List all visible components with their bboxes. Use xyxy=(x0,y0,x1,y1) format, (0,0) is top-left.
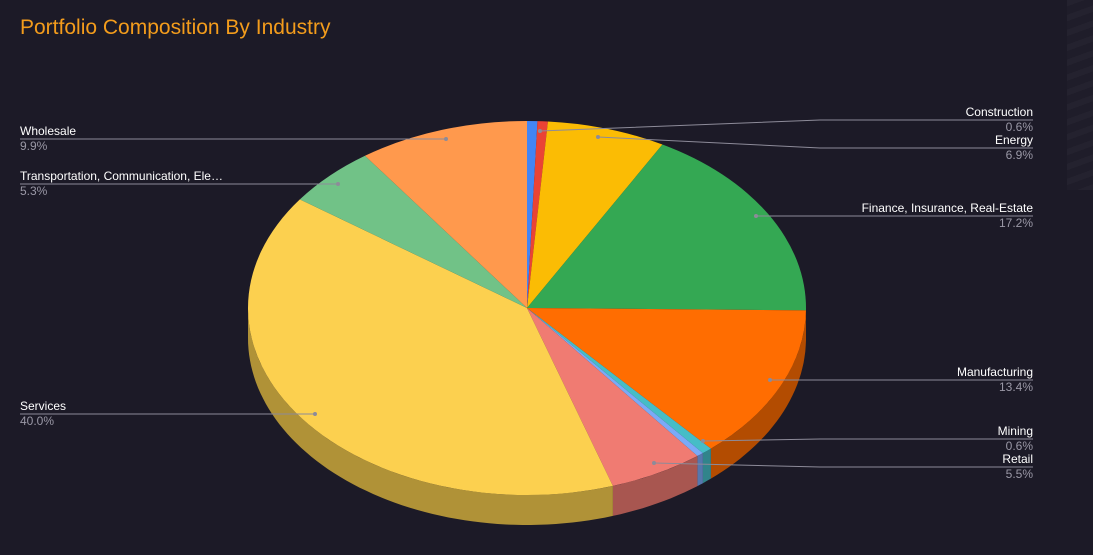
pie-side-services xyxy=(248,308,613,525)
pie-slice-agriculture[interactable] xyxy=(527,120,538,308)
pie-slice-services[interactable] xyxy=(248,199,613,495)
pie-slice-public-administration[interactable] xyxy=(527,308,703,457)
leader-dot-services xyxy=(313,412,317,416)
leader-dot-finance-insurance-real-estate xyxy=(754,214,758,218)
label-energy: Energy xyxy=(995,133,1033,147)
leader-dot-wholesale xyxy=(444,137,448,141)
leader-line-retail xyxy=(653,462,1033,468)
pie-slice-energy[interactable] xyxy=(527,121,663,308)
pie-slice-mining[interactable] xyxy=(527,308,711,454)
label-pct-finance-insurance-real-estate: 17.2% xyxy=(999,216,1033,230)
label-wholesale: Wholesale xyxy=(20,124,76,138)
label-pct-transportation-communication-ele: 5.3% xyxy=(20,184,48,198)
label-mining: Mining xyxy=(998,424,1033,438)
decorative-stripes xyxy=(1067,0,1093,190)
label-retail: Retail xyxy=(1002,452,1033,466)
pie-slice-finance-insurance-real-estate[interactable] xyxy=(527,144,807,311)
label-pct-mining: 0.6% xyxy=(1006,439,1034,453)
leader-line-construction xyxy=(539,119,1033,132)
label-pct-services: 40.0% xyxy=(20,414,54,428)
label-pct-energy: 6.9% xyxy=(1006,148,1034,162)
pie-side-retail xyxy=(612,456,698,516)
label-pct-retail: 5.5% xyxy=(1006,467,1034,481)
pie-side-public-administration xyxy=(697,453,703,487)
label-pct-construction: 0.6% xyxy=(1006,120,1034,134)
pie-slice-construction[interactable] xyxy=(527,121,548,308)
leader-dot-manufacturing xyxy=(768,378,772,382)
pie-side-mining xyxy=(702,448,711,484)
label-pct-manufacturing: 13.4% xyxy=(999,380,1033,394)
label-pct-wholesale: 9.9% xyxy=(20,139,48,153)
leader-dot-energy xyxy=(596,135,600,139)
label-services: Services xyxy=(20,399,66,413)
pie-slice-transportation-communication-ele[interactable] xyxy=(299,155,527,308)
leader-line-energy xyxy=(597,136,1033,149)
pie-side-manufacturing xyxy=(710,310,806,479)
leader-dot-transportation-communication-ele xyxy=(336,182,340,186)
leader-dot-retail xyxy=(652,461,656,465)
label-transportation-communication-ele: Transportation, Communication, Ele… xyxy=(20,169,223,183)
chart-title: Portfolio Composition By Industry xyxy=(20,16,331,39)
pie-slice-manufacturing[interactable] xyxy=(527,308,806,449)
leader-line-mining xyxy=(702,438,1033,442)
leader-dot-mining xyxy=(701,439,705,443)
leader-dot-construction xyxy=(538,129,542,133)
label-finance-insurance-real-estate: Finance, Insurance, Real-Estate xyxy=(862,201,1034,215)
pie-slice-wholesale[interactable] xyxy=(364,121,527,308)
label-construction: Construction xyxy=(966,105,1033,119)
pie-top xyxy=(248,120,807,495)
pie-slice-retail[interactable] xyxy=(527,308,698,486)
pie-depth xyxy=(248,308,806,525)
label-manufacturing: Manufacturing xyxy=(957,365,1033,379)
